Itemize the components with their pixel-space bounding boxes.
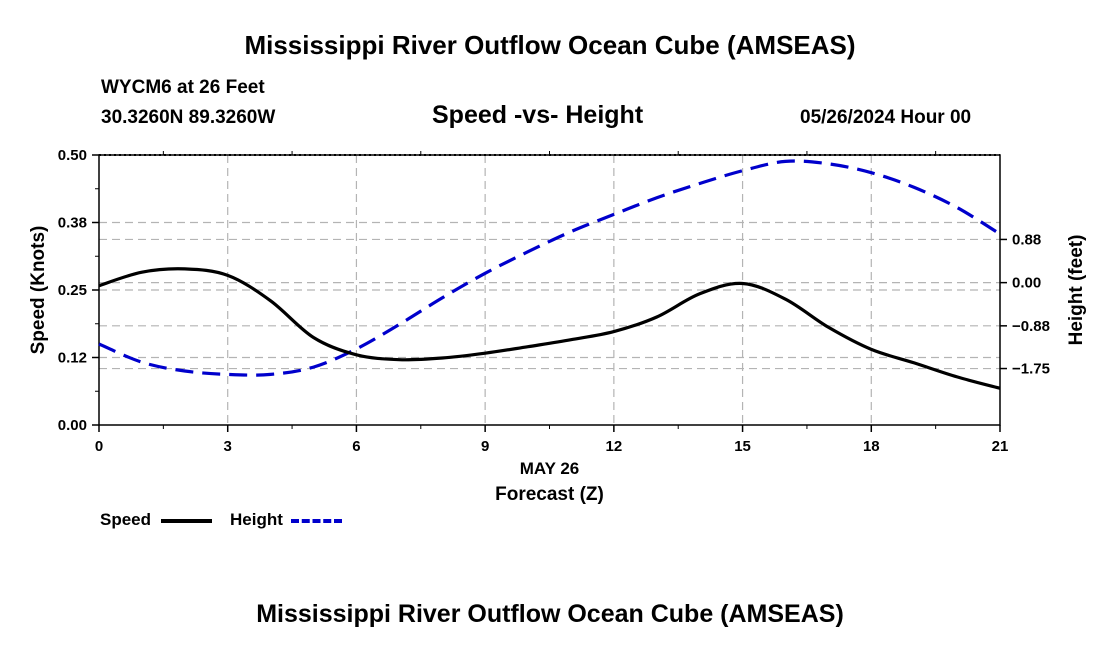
forecast-datetime: 05/26/2024 Hour 00 — [800, 107, 972, 128]
y2-axis-label: Height (feet) — [1066, 235, 1087, 346]
x-axis-date-label: MAY 26 — [520, 459, 580, 478]
station-label: WYCM6 at 26 Feet — [101, 77, 265, 98]
y2-tick-label: 0.88 — [1012, 231, 1041, 248]
y2-tick-label: −1.75 — [1012, 361, 1050, 378]
y-tick-label: 0.00 — [58, 417, 87, 434]
x-tick-label: 18 — [863, 438, 880, 455]
axis-ticks: 0 3 6 9 12 15 18 21 0.00 0.12 0.25 0.38 0.50 −1.75 −0.… — [58, 147, 1050, 455]
chart-title: Speed -vs- Height — [432, 101, 644, 129]
x-axis-label: Forecast (Z) — [495, 484, 604, 505]
y2-tick-label: 0.00 — [1012, 275, 1041, 292]
grid — [99, 154, 1000, 425]
footer-title: Mississippi River Outflow Ocean Cube (AM… — [256, 600, 844, 628]
height-series-line — [98, 159, 1001, 377]
x-tick-label: 12 — [606, 438, 623, 455]
legend-height-swatch — [291, 519, 342, 523]
y-tick-label: 0.25 — [58, 282, 87, 299]
x-tick-label: 3 — [224, 438, 232, 455]
y-tick-label: 0.50 — [58, 147, 87, 164]
coordinates-label: 30.3260N 89.3260W — [101, 107, 276, 128]
x-tick-label: 0 — [95, 438, 103, 455]
y-tick-label: 0.12 — [58, 350, 87, 367]
legend-speed-label: Speed — [100, 510, 152, 529]
page-title: Mississippi River Outflow Ocean Cube (AM… — [244, 30, 856, 60]
legend-height-label: Height — [230, 510, 283, 529]
x-tick-label: 15 — [734, 438, 751, 455]
y-axis-label: Speed (Knots) — [28, 226, 49, 355]
x-tick-label: 9 — [481, 438, 489, 455]
series — [98, 159, 1001, 390]
x-tick-label: 21 — [992, 438, 1009, 455]
y2-tick-label: −0.88 — [1012, 318, 1050, 335]
legend-speed-swatch — [161, 519, 212, 523]
y-tick-label: 0.38 — [58, 215, 87, 232]
speed-series-line — [98, 267, 1001, 390]
x-tick-label: 6 — [352, 438, 360, 455]
